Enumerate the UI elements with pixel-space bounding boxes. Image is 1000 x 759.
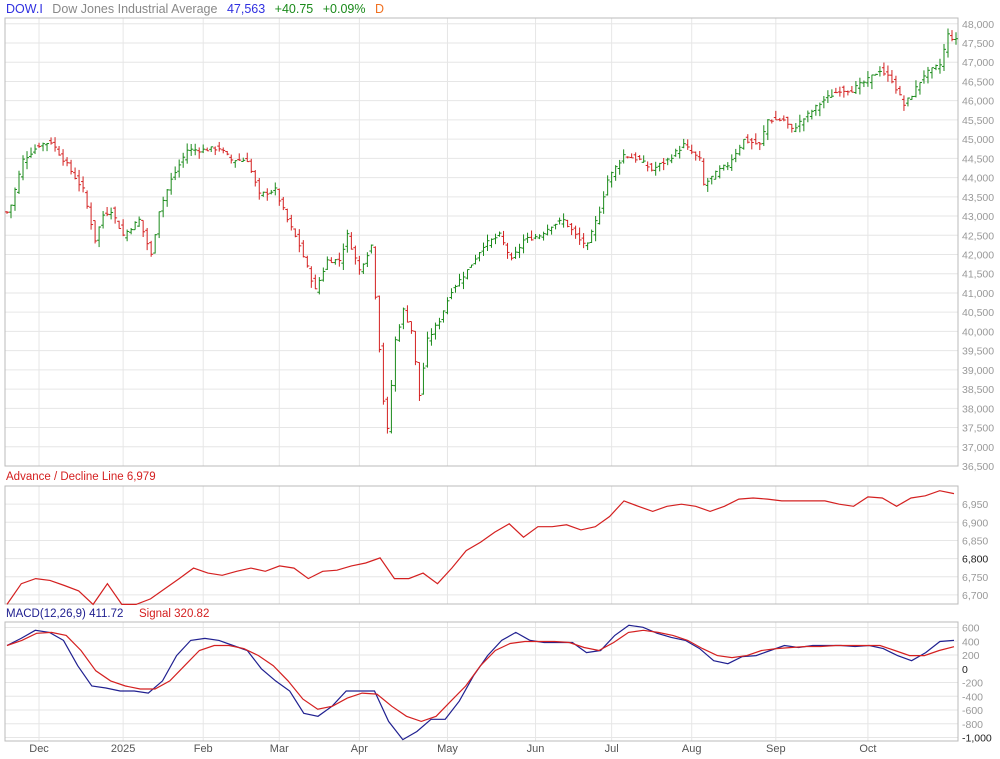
y-tick-label: 45,500 (962, 115, 994, 127)
last-price: 47,563 (226, 2, 266, 16)
y-tick-label: 41,500 (962, 269, 994, 281)
ad-line (6, 490, 955, 606)
y-tick-label: 44,000 (962, 173, 994, 185)
price-change-percent: +0.09% (322, 2, 366, 16)
y-tick-label: 600 (962, 623, 980, 635)
y-tick-label: 6,950 (962, 499, 988, 511)
chart-header: DOW.I Dow Jones Industrial Average 47,56… (6, 2, 390, 16)
x-tick-label: Oct (859, 743, 876, 755)
symbol[interactable]: DOW.I (6, 2, 43, 16)
x-tick-label: Jun (527, 743, 545, 755)
y-tick-label: 6,700 (962, 590, 988, 602)
y-tick-label: -600 (962, 705, 983, 717)
y-tick-label: 38,500 (962, 384, 994, 396)
x-tick-label: Jul (605, 743, 619, 755)
y-tick-label: 400 (962, 636, 980, 648)
y-tick-label: 47,500 (962, 38, 994, 50)
price-change: +40.75 (274, 2, 314, 16)
y-tick-label: 46,000 (962, 96, 994, 108)
y-tick-label: -200 (962, 678, 983, 690)
y-tick-label: 47,000 (962, 57, 994, 69)
y-tick-label: 37,000 (962, 442, 994, 454)
y-tick-label: 36,500 (962, 461, 994, 473)
panel-frame (4, 17, 959, 467)
y-tick-label: 6,800 (962, 554, 988, 566)
y-tick-label: 0 (962, 664, 968, 676)
x-tick-label: Dec (29, 743, 49, 755)
signal-title: Signal 320.82 (139, 608, 210, 620)
y-tick-label: 200 (962, 650, 980, 662)
y-tick-label: 46,500 (962, 76, 994, 88)
y-tick-label: 44,500 (962, 153, 994, 165)
y-tick-label: -400 (962, 691, 983, 703)
y-tick-label: 43,000 (962, 211, 994, 223)
x-tick-label: Mar (270, 743, 289, 755)
x-tick-label: Feb (194, 743, 213, 755)
y-tick-label: 43,500 (962, 192, 994, 204)
y-tick-label: -800 (962, 719, 983, 731)
y-tick-label: 42,000 (962, 249, 994, 261)
ad-line-title: Advance / Decline Line 6,979 (6, 471, 156, 483)
x-tick-label: Apr (351, 743, 368, 755)
y-tick-label: 42,500 (962, 230, 994, 242)
y-tick-label: 41,000 (962, 288, 994, 300)
x-tick-label: Aug (682, 743, 702, 755)
y-tick-label: 38,000 (962, 403, 994, 415)
macd-title: MACD(12,26,9) 411.72 (6, 608, 124, 620)
y-tick-label: 40,500 (962, 307, 994, 319)
y-tick-label: 39,000 (962, 365, 994, 377)
y-tick-label: 39,500 (962, 346, 994, 358)
panel-frame (4, 621, 959, 742)
y-tick-label: 37,500 (962, 423, 994, 435)
period-daily[interactable]: D (374, 2, 384, 16)
x-tick-label: Sep (766, 743, 786, 755)
y-tick-label: -1,000 (962, 733, 992, 745)
y-tick-label: 6,900 (962, 517, 988, 529)
x-tick-label: May (437, 743, 458, 755)
x-tick-label: 2025 (111, 743, 135, 755)
instrument-name: Dow Jones Industrial Average (52, 2, 218, 16)
y-tick-label: 6,850 (962, 535, 988, 547)
signal-line (6, 629, 955, 723)
y-tick-label: 48,000 (962, 19, 994, 31)
panel-frame (4, 485, 959, 605)
y-tick-label: 45,000 (962, 134, 994, 146)
y-tick-label: 40,000 (962, 326, 994, 338)
y-tick-label: 6,750 (962, 572, 988, 584)
